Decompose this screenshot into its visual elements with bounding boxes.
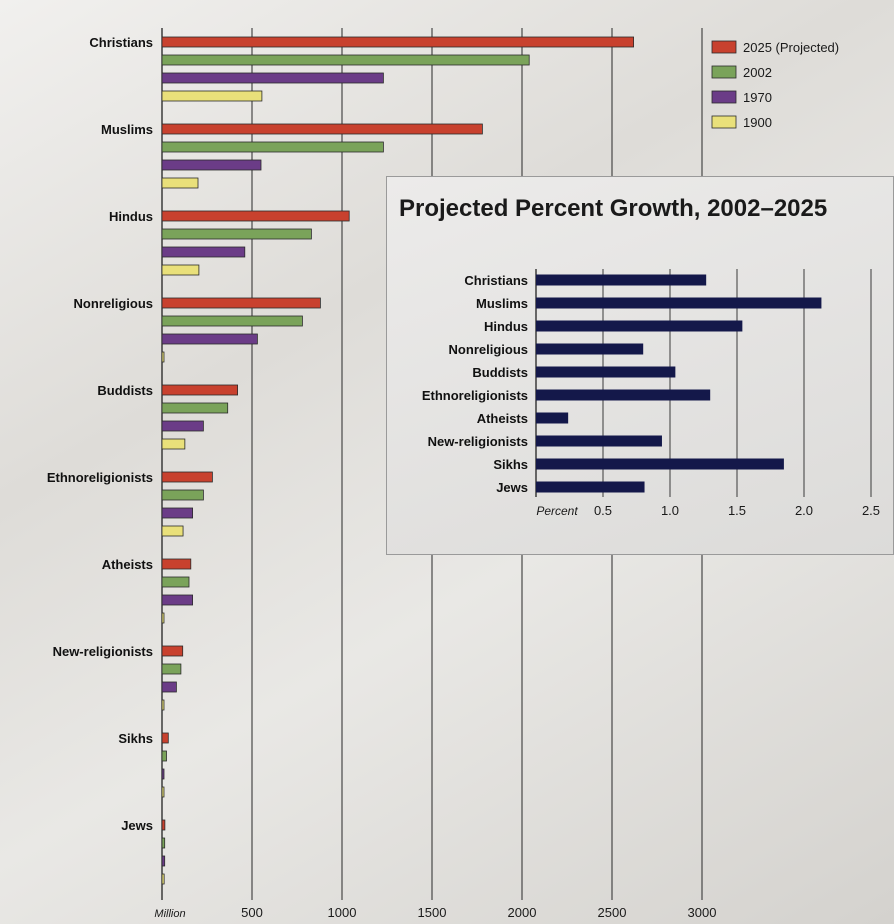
bar-jews-1900 xyxy=(161,873,165,885)
bar-nonreligious-1970 xyxy=(161,333,258,345)
category-label-atheists: Atheists xyxy=(102,557,153,572)
bar-atheists-2025-projected xyxy=(161,558,192,570)
legend-swatch-1900 xyxy=(711,115,737,129)
bar-jews-1970 xyxy=(161,855,166,867)
inset-category-label-nonreligious: Nonreligious xyxy=(449,342,528,357)
bar-ethnoreligionists-2025-projected xyxy=(161,471,213,483)
inset-tick-label: 2.5 xyxy=(862,503,880,518)
bar-new-religionists-2002 xyxy=(161,663,182,675)
bar-ethnoreligionists-1900 xyxy=(161,525,184,537)
inset-tick-label: 2.0 xyxy=(795,503,813,518)
bar-atheists-1970 xyxy=(161,594,194,606)
bar-ethnoreligionists-1970 xyxy=(161,507,194,519)
bar-christians-1970 xyxy=(161,72,384,84)
inset-category-label-jews: Jews xyxy=(496,480,528,495)
category-label-sikhs: Sikhs xyxy=(118,731,153,746)
category-label-jews: Jews xyxy=(121,818,153,833)
legend-label-1900: 1900 xyxy=(743,115,772,130)
inset-category-label-atheists: Atheists xyxy=(477,411,528,426)
inset-bar-buddists xyxy=(536,366,676,378)
category-label-christians: Christians xyxy=(89,35,153,50)
x-tick-label: 2500 xyxy=(598,905,627,920)
legend-label-2025-projected: 2025 (Projected) xyxy=(743,40,839,55)
bar-hindus-2025-projected xyxy=(161,210,350,222)
bar-hindus-2002 xyxy=(161,228,312,240)
inset-tick-label: 0.5 xyxy=(594,503,612,518)
category-label-new-religionists: New-religionists xyxy=(53,644,153,659)
bar-sikhs-2002 xyxy=(161,750,167,762)
bar-new-religionists-1970 xyxy=(161,681,177,693)
inset-category-label-muslims: Muslims xyxy=(476,296,528,311)
x-tick-label: 2000 xyxy=(508,905,537,920)
inset-bar-nonreligious xyxy=(536,343,644,355)
bar-new-religionists-2025-projected xyxy=(161,645,184,657)
inset-category-label-buddists: Buddists xyxy=(472,365,528,380)
bar-hindus-1970 xyxy=(161,246,246,258)
x-tick-label: 3000 xyxy=(688,905,717,920)
inset-category-label-christians: Christians xyxy=(464,273,528,288)
inset-x-axis-label: Percent xyxy=(536,504,578,518)
bar-atheists-2002 xyxy=(161,576,190,588)
bar-sikhs-2025-projected xyxy=(161,732,169,744)
legend-swatch-2002 xyxy=(711,65,737,79)
inset-tick-label: 1.5 xyxy=(728,503,746,518)
category-label-ethnoreligionists: Ethnoreligionists xyxy=(47,470,153,485)
bar-new-religionists-1900 xyxy=(161,699,165,711)
bar-jews-2002 xyxy=(161,837,166,849)
legend-label-2002: 2002 xyxy=(743,65,772,80)
bar-nonreligious-1900 xyxy=(161,351,165,363)
bar-hindus-1900 xyxy=(161,264,200,276)
bar-buddists-1970 xyxy=(161,420,204,432)
inset-panel: Projected Percent Growth, 2002–2025 0.5 1… xyxy=(386,176,894,555)
x-axis-label: Million xyxy=(154,908,185,920)
bar-ethnoreligionists-2002 xyxy=(161,489,204,501)
category-label-hindus: Hindus xyxy=(109,209,153,224)
inset-category-label-sikhs: Sikhs xyxy=(493,457,528,472)
legend-swatch-2025-projected xyxy=(711,40,737,54)
category-label-muslims: Muslims xyxy=(101,122,153,137)
inset-category-label-ethnoreligionists: Ethnoreligionists xyxy=(422,388,528,403)
bar-muslims-1900 xyxy=(161,177,199,189)
inset-tick-label: 1.0 xyxy=(661,503,679,518)
inset-category-label-new-religionists: New-religionists xyxy=(428,434,528,449)
inset-title: Projected Percent Growth, 2002–2025 xyxy=(399,195,828,222)
legend-label-1970: 1970 xyxy=(743,90,772,105)
category-label-nonreligious: Nonreligious xyxy=(74,296,153,311)
bar-christians-2025-projected xyxy=(161,36,635,48)
bar-christians-2002 xyxy=(161,54,530,66)
bar-sikhs-1970 xyxy=(161,768,165,780)
bar-buddists-2002 xyxy=(161,402,229,414)
category-label-buddists: Buddists xyxy=(97,383,153,398)
inset-category-label-hindus: Hindus xyxy=(484,319,528,334)
bar-buddists-1900 xyxy=(161,438,186,450)
bar-jews-2025-projected xyxy=(161,819,166,831)
x-tick-label: 1000 xyxy=(328,905,357,920)
inset-bar-jews xyxy=(536,481,645,493)
inset-bar-hindus xyxy=(536,320,743,332)
inset-chart: 0.5 1.0 1.5 2.0 2.5 Percent Christians Muslims H… xyxy=(422,269,880,518)
bar-nonreligious-2025-projected xyxy=(161,297,321,309)
x-tick-label: 500 xyxy=(241,905,263,920)
bar-buddists-2025-projected xyxy=(161,384,238,396)
bar-sikhs-1900 xyxy=(161,786,165,798)
bar-muslims-1970 xyxy=(161,159,262,171)
bar-muslims-2002 xyxy=(161,141,384,153)
bar-atheists-1900 xyxy=(161,612,165,624)
bar-muslims-2025-projected xyxy=(161,123,483,135)
inset-bar-sikhs xyxy=(536,458,784,470)
inset-bar-christians xyxy=(536,274,707,286)
inset-bar-atheists xyxy=(536,412,569,424)
inset-bar-muslims xyxy=(536,297,822,309)
inset-bar-new-religionists xyxy=(536,435,662,447)
legend-swatch-1970 xyxy=(711,90,737,104)
bar-christians-1900 xyxy=(161,90,263,102)
x-tick-label: 1500 xyxy=(418,905,447,920)
inset-bar-ethnoreligionists xyxy=(536,389,711,401)
bar-nonreligious-2002 xyxy=(161,315,303,327)
